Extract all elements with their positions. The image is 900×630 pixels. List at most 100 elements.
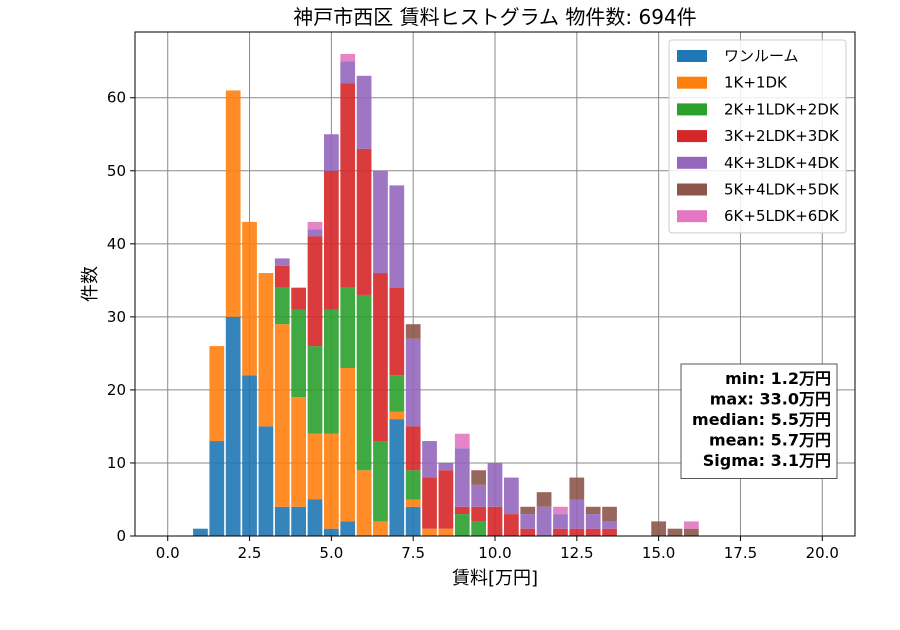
- bar-segment-series-3: [405, 426, 421, 471]
- bar-segment-series-2: [307, 346, 323, 434]
- x-tick-label: 2.5: [238, 544, 262, 562]
- x-tick-label: 12.5: [560, 544, 593, 562]
- bar-segment-series-0: [242, 375, 257, 536]
- bar-segment-series-2: [356, 294, 372, 471]
- x-tick-label: 0.0: [156, 544, 180, 562]
- bar-segment-series-5: [602, 506, 617, 522]
- bar-segment-series-4: [471, 484, 486, 507]
- bar-segment-series-1: [438, 528, 454, 536]
- legend-frame: [668, 39, 847, 234]
- bar-segment-series-0: [405, 506, 421, 536]
- bar-segment-series-4: [520, 514, 536, 529]
- bar-segment-series-3: [553, 528, 568, 536]
- y-tick-label: 30: [107, 308, 126, 326]
- y-tick-label: 60: [107, 89, 126, 107]
- y-tick-label: 0: [116, 527, 126, 545]
- bar-segment-series-4: [405, 338, 421, 427]
- x-tick-label: 15.0: [642, 544, 675, 562]
- y-tick-label: 50: [107, 162, 126, 180]
- bar-segment-series-5: [471, 470, 486, 485]
- bar-segment-series-3: [438, 470, 454, 529]
- stats-line: mean: 5.7万円: [709, 431, 831, 450]
- bar-segment-series-0: [307, 499, 323, 536]
- y-tick-label: 20: [107, 381, 126, 399]
- bar-segment-series-5: [585, 506, 601, 515]
- bar-segment-series-3: [307, 236, 323, 347]
- bar-segment-series-6: [684, 521, 699, 529]
- bar-segment-series-3: [356, 148, 372, 295]
- bar-segment-series-3: [569, 528, 585, 536]
- bar-segment-series-6: [340, 53, 356, 62]
- bar-segment-series-5: [520, 506, 536, 515]
- bar-segment-series-3: [389, 287, 405, 376]
- stats-frame: [680, 363, 838, 479]
- bar-segment-series-3: [487, 506, 503, 536]
- bar-segment-series-0: [258, 426, 274, 536]
- y-axis-title: 件数: [80, 266, 101, 302]
- legend-label: ワンルーム: [724, 47, 799, 65]
- bar-segment-series-1: [209, 346, 225, 442]
- bar-segment-series-1: [356, 470, 372, 536]
- bar-segment-series-5: [405, 324, 421, 339]
- legend-swatch: [677, 103, 707, 116]
- bar-segment-series-1: [340, 368, 356, 522]
- bar-segment-series-4: [422, 441, 437, 478]
- bar-segment-series-4: [504, 477, 519, 515]
- stats-line: Sigma: 3.1万円: [703, 451, 831, 470]
- x-tick-label: 17.5: [724, 544, 757, 562]
- bar-segment-series-4: [454, 448, 470, 507]
- bar-segment-series-3: [324, 170, 339, 310]
- bar-segment-series-0: [389, 419, 405, 536]
- legend-label: 6K+5LDK+6DK: [724, 207, 840, 225]
- bar-segment-series-3: [291, 287, 306, 310]
- bar-segment-series-5: [651, 521, 666, 536]
- bar-segment-series-1: [274, 324, 290, 507]
- bar-segment-series-3: [602, 528, 617, 536]
- bar-segment-series-1: [405, 499, 421, 507]
- legend-label: 3K+2LDK+3DK: [724, 127, 840, 145]
- legend: ワンルーム 1K+1DK 2K+1LDK+2DK 3K+2LDK+3DK 4K+3LDK…: [668, 39, 847, 234]
- bar-segment-series-1: [291, 397, 306, 507]
- bar-segment-series-3: [504, 514, 519, 536]
- bar-segment-series-1: [389, 411, 405, 420]
- bar-segment-series-4: [307, 229, 323, 237]
- bar-segment-series-4: [585, 514, 601, 529]
- legend-label: 2K+1LDK+2DK: [724, 100, 840, 118]
- y-tick-label: 40: [107, 235, 126, 253]
- x-tick-label: 7.5: [401, 544, 425, 562]
- bar-segment-series-4: [340, 61, 356, 84]
- bar-segment-series-1: [258, 273, 274, 427]
- bar-segment-series-4: [324, 134, 339, 171]
- legend-swatch: [677, 183, 707, 196]
- bars: [193, 53, 699, 536]
- stats-line: max: 33.0万円: [710, 390, 831, 409]
- bar-segment-series-5: [569, 477, 585, 500]
- bar-segment-series-2: [324, 309, 339, 434]
- bar-segment-series-4: [389, 185, 405, 288]
- bar-segment-series-1: [307, 433, 323, 500]
- bar-segment-series-2: [274, 287, 290, 325]
- bar-segment-series-4: [487, 462, 503, 507]
- legend-label: 1K+1DK: [724, 74, 788, 92]
- legend-swatch: [677, 76, 707, 89]
- bar-segment-series-2: [373, 441, 388, 522]
- x-tick-label: 20.0: [806, 544, 839, 562]
- bar-segment-series-5: [684, 528, 699, 536]
- legend-swatch: [677, 156, 707, 169]
- bar-segment-series-5: [667, 528, 683, 536]
- bar-segment-series-4: [569, 499, 585, 529]
- stats-line: median: 5.5万円: [692, 410, 831, 429]
- bar-segment-series-2: [291, 309, 306, 398]
- bar-segment-series-6: [307, 221, 323, 230]
- bar-segment-series-0: [340, 521, 356, 536]
- bar-segment-series-0: [193, 528, 208, 536]
- bar-segment-series-0: [274, 506, 290, 536]
- legend-swatch: [677, 130, 707, 143]
- chart-title: 神戸市西区 賃料ヒストグラム 物件数: 694件: [293, 5, 696, 29]
- bar-segment-series-3: [340, 83, 356, 288]
- bar-segment-series-3: [373, 273, 388, 442]
- bar-segment-series-4: [373, 170, 388, 274]
- bar-segment-series-3: [422, 477, 437, 529]
- bar-segment-series-6: [454, 433, 470, 449]
